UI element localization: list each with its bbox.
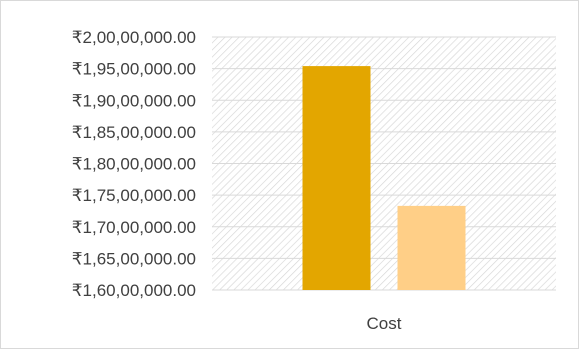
- bars: [302, 66, 466, 290]
- y-tick-label: ₹1,80,00,000.00: [72, 155, 196, 174]
- bar-series-2: [397, 205, 466, 290]
- x-axis-category-labels: Cost: [367, 314, 402, 333]
- y-axis-tick-labels: ₹1,60,00,000.00 ₹1,65,00,000.00 ₹1,70,00,0…: [72, 28, 196, 300]
- y-tick-label: ₹1,60,00,000.00: [72, 281, 196, 300]
- y-tick-label: ₹1,65,00,000.00: [72, 249, 196, 268]
- y-tick-label: ₹2,00,00,000.00: [72, 28, 196, 47]
- x-category-label: Cost: [367, 314, 402, 333]
- y-tick-label: ₹1,85,00,000.00: [72, 123, 196, 142]
- y-tick-label: ₹1,95,00,000.00: [72, 60, 196, 79]
- y-tick-label: ₹1,90,00,000.00: [72, 91, 196, 110]
- bar-series-1: [302, 66, 371, 290]
- y-tick-label: ₹1,70,00,000.00: [72, 218, 196, 237]
- y-tick-label: ₹1,75,00,000.00: [72, 186, 196, 205]
- gridlines: [212, 36, 556, 291]
